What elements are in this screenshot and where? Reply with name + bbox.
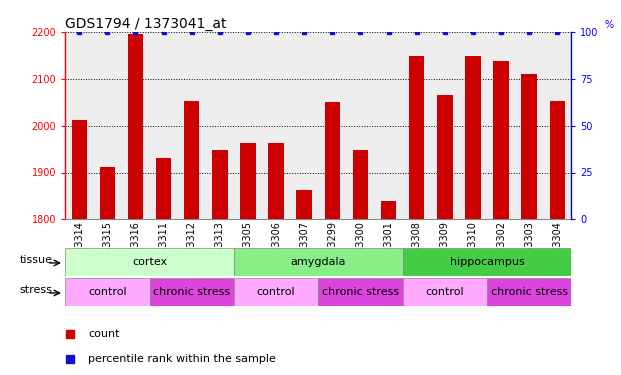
Text: chronic stress: chronic stress <box>491 286 568 297</box>
Bar <box>325 102 340 219</box>
Bar <box>487 278 571 306</box>
Bar <box>409 56 424 219</box>
Text: control: control <box>425 286 464 297</box>
Text: %: % <box>604 20 614 30</box>
Bar <box>65 278 150 306</box>
Bar <box>99 167 115 219</box>
Bar <box>268 144 284 219</box>
Text: percentile rank within the sample: percentile rank within the sample <box>88 354 276 364</box>
Bar <box>234 278 318 306</box>
Bar <box>212 150 227 219</box>
Text: chronic stress: chronic stress <box>153 286 230 297</box>
Bar <box>402 248 571 276</box>
Bar <box>353 150 368 219</box>
Bar <box>156 158 171 219</box>
Text: tissue: tissue <box>19 255 52 265</box>
Text: hippocampus: hippocampus <box>450 256 524 267</box>
Text: control: control <box>256 286 296 297</box>
Bar <box>150 278 234 306</box>
Bar <box>65 248 234 276</box>
Bar <box>465 56 481 219</box>
Bar <box>550 101 565 219</box>
Bar <box>437 95 453 219</box>
Bar <box>71 120 87 219</box>
Text: GDS1794 / 1373041_at: GDS1794 / 1373041_at <box>65 17 227 31</box>
Bar <box>318 278 402 306</box>
Bar <box>402 278 487 306</box>
Text: chronic stress: chronic stress <box>322 286 399 297</box>
Bar <box>381 201 396 219</box>
Bar <box>493 61 509 219</box>
Bar <box>296 190 312 219</box>
Bar <box>240 144 256 219</box>
Text: amygdala: amygdala <box>291 256 346 267</box>
Bar <box>234 248 402 276</box>
Bar <box>128 34 143 219</box>
Bar <box>522 74 537 219</box>
Text: count: count <box>88 328 119 339</box>
Text: cortex: cortex <box>132 256 167 267</box>
Bar <box>184 101 199 219</box>
Text: control: control <box>88 286 127 297</box>
Text: stress: stress <box>19 285 52 295</box>
